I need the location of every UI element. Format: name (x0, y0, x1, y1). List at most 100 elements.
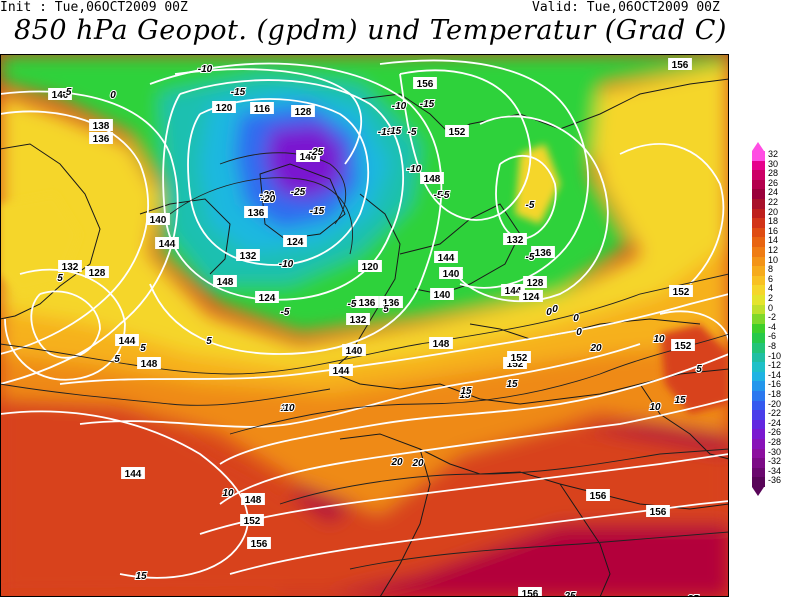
temperature-label: 5 (206, 336, 212, 347)
legend-swatch (752, 429, 765, 440)
geopotential-label: 148 (141, 359, 158, 370)
temperature-label: 10 (283, 403, 295, 414)
geopotential-label: 148 (433, 339, 450, 350)
legend-swatch (752, 352, 765, 363)
geopotential-label: 152 (673, 287, 690, 298)
geopotential-label: 144 (159, 239, 176, 250)
temperature-label: 0 (546, 307, 552, 318)
isotherm (349, 531, 729, 570)
header-init: Init : Tue,06OCT2009 00Z (0, 0, 188, 15)
legend-swatch (752, 179, 765, 190)
geopotential-label-bg (283, 235, 307, 247)
geopotential-label: 128 (89, 268, 106, 279)
geopotential-label-bg (355, 296, 379, 308)
legend-swatch (752, 467, 765, 478)
geopotential-contour (187, 98, 370, 266)
geopotential-label-bg (236, 249, 260, 261)
geopotential-label-bg (358, 260, 382, 272)
geopotential-label: 152 (449, 127, 466, 138)
temperature-label: 20 (390, 457, 403, 468)
legend-label: 18 (768, 216, 779, 227)
geopotential-label-bg (668, 58, 692, 70)
geopotential-label: 140 (52, 90, 69, 101)
coastline (0, 143, 101, 320)
legend-label: -12 (768, 360, 782, 371)
geopotential-label-bg (434, 251, 458, 263)
geopotential-contour (0, 410, 249, 579)
geopotential-label-bg (48, 88, 72, 100)
temperature-label: 0 (110, 90, 116, 101)
geopotential-label: 140 (346, 346, 363, 357)
temperature-label: -25 (309, 147, 324, 158)
temperature-label: -20 (261, 194, 276, 205)
isotherm (219, 152, 347, 225)
legend-label: 22 (768, 197, 779, 207)
legend-swatch (752, 314, 765, 325)
geopotential-label: 144 (505, 286, 522, 297)
geopotential-contour (199, 453, 729, 535)
legend-swatch (752, 323, 765, 334)
header-valid: Valid: Tue,06OCT2009 00Z (532, 0, 720, 15)
legend-label: 20 (768, 206, 779, 217)
geopotential-label-bg (213, 275, 237, 287)
geopotential-label: 116 (254, 104, 271, 115)
temperature-label: 15 (135, 571, 147, 582)
isotherm (0, 383, 331, 406)
legend-label: -18 (768, 389, 782, 399)
temperature-label: 25 (686, 594, 699, 597)
geopotential-label: 156 (590, 491, 607, 502)
geopotential-label-bg (503, 233, 527, 245)
legend-swatch (752, 218, 765, 229)
geopotential-label-bg (342, 344, 366, 356)
temperature-label: 20 (411, 458, 424, 469)
geopotential-label-bg (89, 132, 113, 144)
legend-label: -4 (768, 321, 777, 332)
legend-swatch (752, 160, 765, 171)
geopotential-label: 124 (259, 293, 276, 304)
temperature-label: -5 (441, 190, 450, 201)
geopotential-label-bg (445, 125, 469, 137)
chart-title: 850 hPa Geopot. (gpdm) und Temperatur (G… (14, 15, 727, 46)
geopotential-label-bg (507, 351, 531, 363)
temperature-label: 0 (573, 313, 579, 324)
legend-label: 14 (768, 235, 779, 246)
isotherm (169, 177, 353, 255)
geopotential-label: 148 (245, 495, 262, 506)
legend-label: -14 (768, 369, 782, 380)
legend-swatch (752, 199, 765, 210)
geopotential-contour (459, 115, 609, 303)
geopotential-label-bg (420, 172, 444, 184)
legend-swatch (752, 247, 765, 258)
geopotential-label: 132 (240, 251, 257, 262)
temperature-label: -15 (310, 206, 325, 217)
geopotential-contour (399, 69, 532, 221)
geopotential-contour (619, 143, 725, 285)
geopotential-label: 124 (523, 292, 540, 303)
geopotential-label: 156 (417, 79, 434, 90)
temperature-label: 15 (459, 390, 471, 401)
geopotential-label-bg (296, 150, 320, 162)
geopotential-label: 148 (424, 174, 441, 185)
geopotential-label: 140 (300, 152, 317, 163)
legend-label: -8 (768, 341, 777, 351)
legend-swatch (752, 275, 765, 286)
geopotential-contour (59, 293, 729, 385)
geopotential-label-bg (212, 101, 236, 113)
isotherm (279, 448, 729, 505)
geopotential-label: 144 (125, 469, 142, 480)
geopotential-label-bg (518, 587, 542, 597)
geopotential-label: 136 (535, 248, 552, 259)
geopotential-label: 132 (350, 315, 367, 326)
legend-label: -16 (768, 379, 782, 390)
legend-label: 0 (768, 302, 774, 313)
geopotential-label-bg (379, 296, 403, 308)
legend-swatch (752, 448, 765, 459)
temp-layer-1 (0, 374, 729, 597)
coastline (559, 483, 611, 597)
geopotential-contour (379, 59, 589, 289)
temperature-label: 0 (552, 304, 558, 315)
geopotential-label: 132 (62, 262, 79, 273)
legend-swatch (752, 227, 765, 238)
legend-label: -22 (768, 408, 782, 419)
geopotential-contour (219, 353, 729, 465)
